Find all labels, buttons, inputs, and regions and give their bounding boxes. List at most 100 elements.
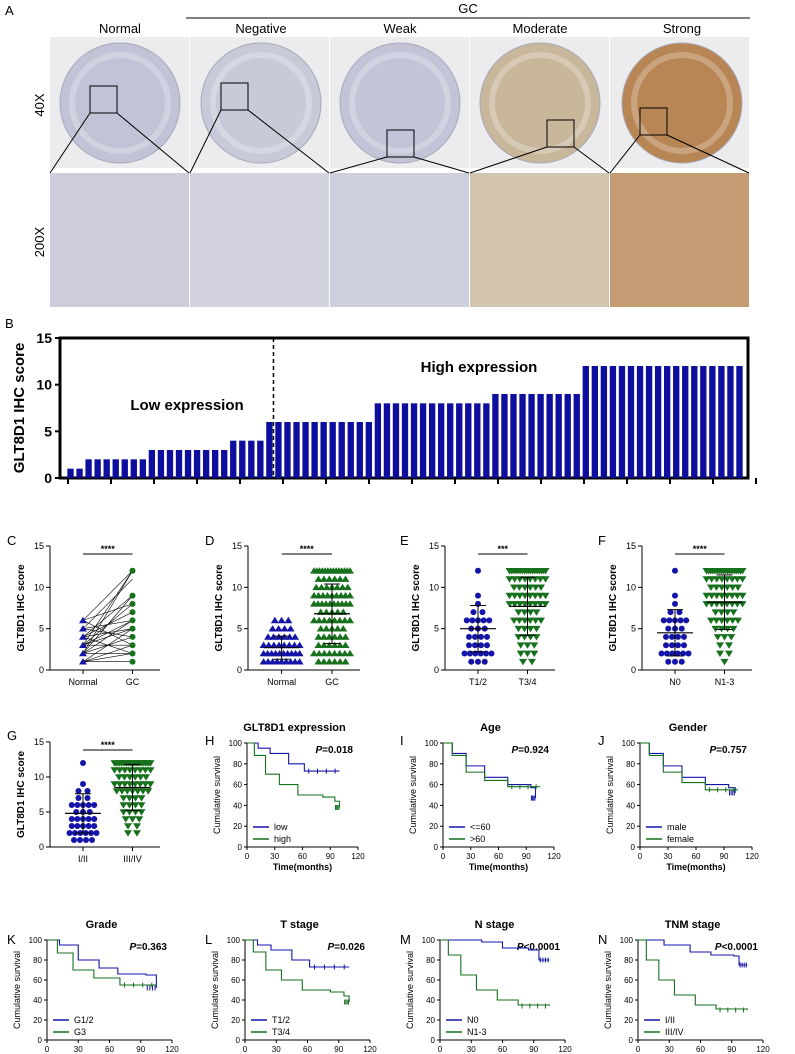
data-point [129,600,136,607]
data-point [264,641,273,648]
p-prefix: P [709,745,716,756]
x-tick-label: I/II [78,854,88,864]
x-tick-label: 60 [494,852,503,861]
data-point [520,617,529,624]
data-point [120,767,129,774]
survival-curve [47,939,157,986]
data-point [129,567,136,574]
data-point [79,625,87,632]
tile-200x-texture [190,173,329,307]
data-point [672,600,678,607]
data-point [133,788,142,795]
data-point [131,767,140,774]
data-point [514,609,523,616]
bar [483,403,490,478]
data-point [285,633,294,640]
bar [501,394,508,478]
data-point [738,592,747,600]
bar [374,403,382,478]
data-point [66,830,73,836]
tissue-texture [349,52,451,154]
x-tick-label: 60 [303,1045,312,1054]
bar [546,394,553,478]
data-point [478,633,484,640]
y-tick-label: 0 [631,843,636,852]
data-point [515,592,524,600]
y-axis-label: GLT8D1 IHC score [608,564,619,651]
tissue-texture [631,52,733,154]
data-point [346,592,354,599]
y-axis-label: Cumulative survival [210,951,220,1029]
data-point [129,633,136,640]
tile-200x [470,173,609,307]
data-point [523,650,532,658]
data-point [663,642,669,649]
data-point [315,649,324,657]
y-tick-label: 15 [429,541,439,551]
bar [202,450,210,478]
data-point [131,774,140,781]
bar [347,422,354,478]
y-tick-label: 0 [434,843,439,852]
y-axis-label: GLT8D1 IHC score [411,564,422,651]
data-point [88,830,95,836]
panel-title: N stage [475,919,515,931]
data-point [80,781,86,787]
data-point [346,600,354,607]
p-value-text: <0.0001 [722,942,759,953]
tile-200x [190,173,329,307]
y-tick-label: 5 [631,624,636,634]
data-point [336,633,345,640]
data-point [135,816,144,823]
x-tick-label: 90 [522,852,531,861]
bar [311,422,318,478]
x-tick-label: 120 [351,852,365,861]
tile-200x [50,173,189,307]
bar [67,468,74,478]
x-tick-label: 120 [363,1045,377,1054]
pair-line [82,570,133,646]
data-point [317,583,326,591]
bar [302,422,309,478]
p-prefix: P [315,745,322,756]
y-tick-label: 20 [33,1016,42,1025]
data-point [720,658,729,666]
bar [528,394,535,478]
data-point [133,823,141,830]
data-point [702,576,711,583]
data-point [541,576,550,583]
bar [230,440,237,478]
x-tick-label: 0 [438,1045,443,1054]
bar [465,403,472,478]
data-point [531,592,540,600]
data-point [463,617,470,624]
data-point [520,584,529,591]
bar [600,366,608,478]
data-point [488,650,495,657]
data-point [120,774,129,781]
x-tick-label: 30 [272,1045,281,1054]
tile-200x-texture [610,173,749,307]
y-tick-label: 20 [624,1016,633,1025]
data-point [319,641,328,648]
survival-curve [440,939,550,1006]
x-axis-label: Time(months) [469,862,528,872]
data-point [142,774,150,781]
x-tick-label: 30 [466,852,475,861]
data-point [669,642,675,649]
y-tick-label: 0 [237,665,242,675]
y-tick-label: 40 [233,801,242,810]
data-point [723,576,732,583]
data-point [520,609,529,616]
data-point [677,617,684,624]
y-tick-label: 60 [626,781,635,790]
significance-label: **** [101,740,116,750]
data-point [314,658,323,665]
data-point [461,650,468,657]
scatter-panel-g: G 0 5 10 15 GLT8D1 IHC score I/II III/IV **** [7,728,160,864]
data-point [123,788,132,795]
y-tick-label: 60 [426,976,435,985]
x-tick-label: GC [325,677,339,687]
data-point [526,592,535,600]
y-tick-label: 5 [44,423,52,439]
